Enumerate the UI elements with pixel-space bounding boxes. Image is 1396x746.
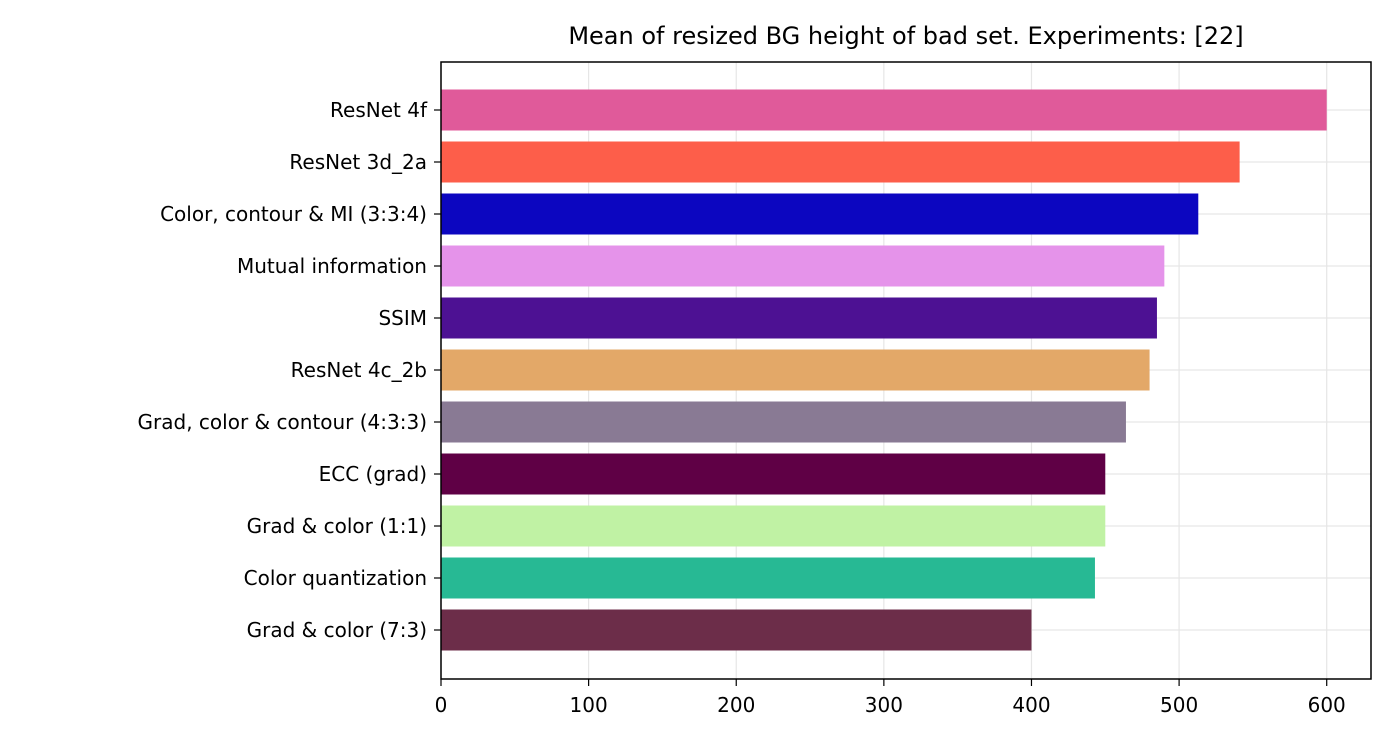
y-tick-label: ECC (grad): [319, 462, 427, 486]
y-tick-label: ResNet 4f: [330, 98, 428, 122]
y-tick-label: Grad & color (7:3): [247, 618, 427, 642]
x-tick-label: 500: [1160, 693, 1198, 717]
bar: [441, 401, 1126, 443]
chart-title: Mean of resized BG height of bad set. Ex…: [568, 22, 1243, 50]
bar: [441, 245, 1165, 287]
y-tick-label: Color quantization: [244, 566, 427, 590]
bar: [441, 505, 1106, 547]
bar: [441, 453, 1106, 495]
y-tick-label: SSIM: [378, 306, 427, 330]
x-tick-label: 600: [1308, 693, 1346, 717]
bars: [441, 89, 1327, 651]
y-axis-ticks: ResNet 4f ResNet 3d_2a Color, contour & MI…: [138, 98, 441, 642]
bar: [441, 349, 1150, 391]
bar: [441, 609, 1032, 651]
y-tick-label: ResNet 3d_2a: [289, 150, 427, 174]
bar: [441, 297, 1157, 339]
y-tick-label: Grad & color (1:1): [247, 514, 427, 538]
bar: [441, 141, 1240, 183]
y-tick-label: Mutual information: [237, 254, 427, 278]
y-tick-label: Grad, color & contour (4:3:3): [138, 410, 427, 434]
x-tick-label: 200: [717, 693, 755, 717]
bar: [441, 193, 1199, 235]
x-axis-ticks: 0 100 200 300 400 500 600: [435, 679, 1346, 717]
x-tick-label: 0: [435, 693, 448, 717]
x-tick-label: 400: [1012, 693, 1050, 717]
bar: [441, 557, 1095, 599]
y-tick-label: ResNet 4c_2b: [291, 358, 427, 382]
x-tick-label: 300: [865, 693, 903, 717]
x-tick-label: 100: [570, 693, 608, 717]
y-tick-label: Color, contour & MI (3:3:4): [160, 202, 427, 226]
bar: [441, 89, 1327, 131]
